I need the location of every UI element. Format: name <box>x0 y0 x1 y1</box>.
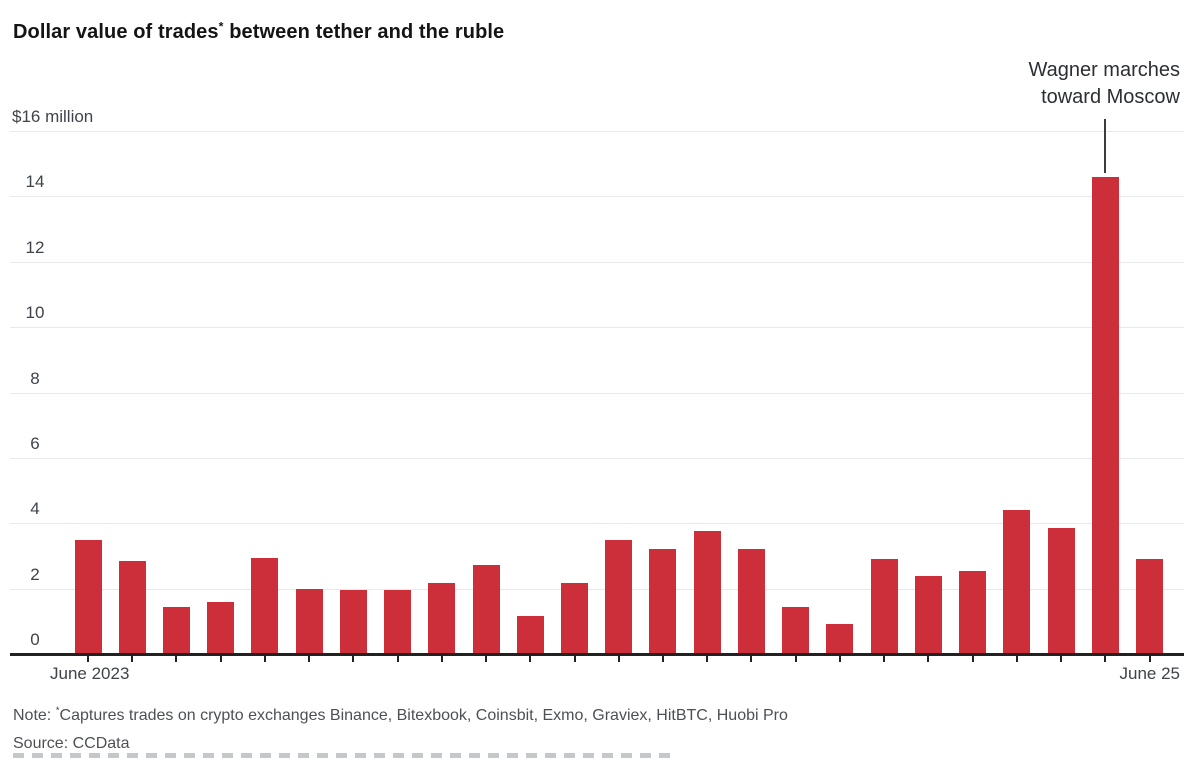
bar-june-10 <box>472 565 500 654</box>
bar-june-22 <box>1003 510 1031 654</box>
annotation-wagner: Wagner marches toward Moscow <box>1028 57 1180 111</box>
footnote-text: Captures trades on crypto exchanges Bina… <box>59 707 788 724</box>
x-tick-20 <box>927 656 930 662</box>
bar-june-6 <box>295 588 323 654</box>
bar-june-2 <box>118 560 146 654</box>
bar-june-14 <box>649 549 677 654</box>
x-tick-25 <box>1148 656 1151 662</box>
bar-june-12 <box>561 583 589 654</box>
bar-june-19 <box>870 559 898 654</box>
x-tick-6 <box>308 656 311 662</box>
bar-june-11 <box>516 616 544 654</box>
annotation-leader-line <box>1104 119 1106 173</box>
gridline-10 <box>10 327 1184 329</box>
x-tick-2 <box>131 656 134 662</box>
gridline-16 <box>10 131 1184 132</box>
gridline-8 <box>10 392 1184 394</box>
y-tick-label-10: 10 <box>25 303 45 323</box>
bar-june-4 <box>207 601 235 654</box>
bar-june-1 <box>74 539 102 654</box>
x-tick-label-first: June 2023 <box>50 664 130 683</box>
x-tick-5 <box>263 656 266 662</box>
bar-june-15 <box>693 530 721 654</box>
x-tick-18 <box>838 656 841 662</box>
x-tick-19 <box>883 656 886 662</box>
bar-june-18 <box>826 623 854 654</box>
footnote-marker: * <box>55 705 60 717</box>
x-tick-11 <box>529 656 532 662</box>
y-tick-label-16: $16 million <box>12 107 94 126</box>
x-tick-13 <box>617 656 620 662</box>
bar-june-20 <box>914 575 942 654</box>
x-tick-10 <box>485 656 488 662</box>
annotation-line1: Wagner marches <box>1028 59 1180 81</box>
bar-june-3 <box>162 606 190 654</box>
x-tick-16 <box>750 656 753 662</box>
x-tick-1 <box>87 656 89 662</box>
y-tick-label-14: 14 <box>25 172 45 192</box>
x-tick-7 <box>352 656 355 662</box>
chart-title-main: Dollar value of trades <box>13 21 219 44</box>
bar-june-21 <box>959 570 987 654</box>
source-line: Source: CCData <box>13 735 130 752</box>
footnote-label: Note: <box>13 707 56 724</box>
chart-title-footnote-marker: * <box>218 19 224 34</box>
chart-title-rest: between tether and the ruble <box>223 21 505 44</box>
y-tick-label-12: 12 <box>25 237 45 257</box>
y-tick-label-2: 2 <box>30 564 40 584</box>
y-tick-label-6: 6 <box>30 433 40 453</box>
y-tick-label-4: 4 <box>30 499 40 519</box>
x-tick-24 <box>1104 656 1107 662</box>
bar-june-24 <box>1091 176 1119 654</box>
bar-june-23 <box>1047 528 1075 654</box>
gridline-2 <box>10 588 1184 590</box>
x-tick-22 <box>1015 656 1018 662</box>
gridline-4 <box>10 523 1184 525</box>
bar-june-25 <box>1136 559 1164 654</box>
y-tick-label-0: 0 <box>30 630 40 649</box>
gridline-14 <box>10 196 1184 198</box>
chart-title: Dollar value of trades* between tether a… <box>13 21 504 44</box>
x-tick-label-last: June 25 <box>1119 664 1181 683</box>
bar-june-16 <box>737 549 765 654</box>
gridline-12 <box>10 261 1184 263</box>
x-tick-17 <box>794 656 797 662</box>
bar-june-9 <box>428 582 456 654</box>
x-tick-3 <box>175 656 178 662</box>
bar-june-8 <box>384 589 412 654</box>
annotation-line2: toward Moscow <box>1041 86 1180 108</box>
x-tick-23 <box>1060 656 1063 662</box>
x-tick-8 <box>396 656 399 662</box>
x-axis-line <box>10 653 1184 656</box>
y-tick-label-8: 8 <box>30 368 40 388</box>
footnote: Note: *Captures trades on crypto exchang… <box>13 705 788 725</box>
bar-june-17 <box>782 606 810 654</box>
x-tick-21 <box>971 656 974 662</box>
bar-june-5 <box>251 557 279 654</box>
x-tick-14 <box>661 656 664 662</box>
bar-june-13 <box>605 539 633 654</box>
x-tick-4 <box>219 656 222 662</box>
x-tick-12 <box>573 656 576 662</box>
x-tick-9 <box>440 656 443 662</box>
x-tick-15 <box>706 656 709 662</box>
gridline-6 <box>10 457 1184 459</box>
cutoff-text-fragment <box>13 753 670 758</box>
bar-june-7 <box>339 590 367 654</box>
